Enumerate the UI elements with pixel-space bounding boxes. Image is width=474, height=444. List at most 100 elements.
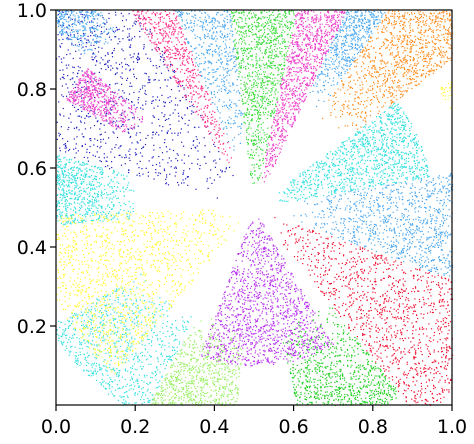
data-point [382, 80, 384, 82]
data-point [211, 19, 213, 21]
data-point [276, 32, 278, 34]
data-point [239, 65, 241, 67]
data-point [229, 99, 231, 101]
data-point [322, 63, 324, 65]
data-point [238, 73, 240, 75]
data-point [246, 23, 248, 25]
data-point [138, 119, 141, 121]
data-point [197, 163, 199, 165]
data-point [268, 57, 270, 59]
data-point [280, 83, 282, 85]
data-point [361, 43, 363, 45]
data-point [201, 45, 203, 48]
data-point [116, 136, 119, 139]
data-point [335, 42, 337, 44]
data-point [257, 24, 260, 26]
data-point [337, 67, 339, 69]
data-point [230, 123, 232, 125]
data-point [297, 12, 299, 14]
data-point [76, 91, 78, 93]
data-point [89, 98, 91, 100]
data-point [348, 34, 350, 36]
data-point [164, 51, 166, 53]
data-point [130, 135, 132, 138]
data-point [441, 52, 443, 54]
data-point [215, 27, 217, 29]
data-point [256, 120, 258, 122]
data-point [178, 41, 180, 43]
data-point [443, 26, 445, 28]
data-point [134, 23, 137, 25]
data-point [179, 28, 182, 30]
data-point [216, 32, 218, 34]
data-point [325, 80, 327, 82]
data-point [211, 36, 213, 38]
data-point [327, 72, 329, 74]
data-point [313, 21, 315, 24]
data-point [211, 18, 213, 20]
data-point [338, 56, 340, 58]
data-point [233, 55, 235, 57]
data-point [257, 117, 259, 119]
data-point [441, 54, 443, 56]
data-point [138, 15, 140, 17]
data-point [205, 126, 207, 128]
data-point [290, 68, 292, 70]
data-point [265, 81, 267, 83]
data-point [208, 22, 210, 24]
data-point [296, 41, 298, 43]
data-point [415, 54, 417, 56]
data-point [404, 25, 406, 27]
data-point [364, 23, 366, 25]
data-point [247, 25, 249, 27]
data-point [251, 135, 253, 137]
data-point [277, 56, 279, 58]
data-point [165, 22, 167, 24]
data-point [421, 74, 423, 76]
data-point [252, 143, 254, 145]
data-point [260, 11, 262, 13]
data-point [298, 59, 300, 61]
data-point [311, 20, 313, 23]
data-point [225, 105, 228, 107]
data-point [63, 78, 65, 80]
data-point [185, 27, 188, 29]
data-point [295, 21, 297, 23]
data-point [371, 99, 373, 101]
data-point [341, 44, 343, 46]
data-point [176, 48, 178, 50]
data-point [281, 145, 283, 147]
data-point [131, 127, 133, 129]
data-point [234, 11, 236, 13]
data-point [137, 10, 139, 12]
data-point [222, 85, 224, 87]
data-point [401, 91, 403, 93]
data-point [264, 36, 266, 38]
data-point [360, 15, 362, 17]
data-point [243, 116, 245, 118]
data-point [166, 131, 168, 133]
data-point [279, 134, 281, 137]
data-point [423, 58, 425, 60]
data-point [336, 48, 338, 50]
data-point [387, 97, 389, 99]
data-point [301, 59, 303, 61]
data-point [228, 161, 230, 164]
data-point [205, 91, 207, 93]
data-point [90, 109, 92, 111]
data-point [254, 46, 256, 48]
data-point [137, 20, 139, 22]
data-point [423, 65, 425, 67]
data-point [168, 47, 170, 49]
data-point [297, 30, 299, 32]
data-point [211, 28, 214, 30]
data-point [279, 65, 281, 67]
data-point [226, 21, 229, 24]
data-point [169, 173, 171, 175]
data-point [163, 64, 165, 66]
data-point [162, 54, 164, 56]
data-point [256, 163, 258, 166]
data-point [270, 115, 272, 117]
data-point [255, 59, 257, 61]
data-point [261, 86, 264, 88]
